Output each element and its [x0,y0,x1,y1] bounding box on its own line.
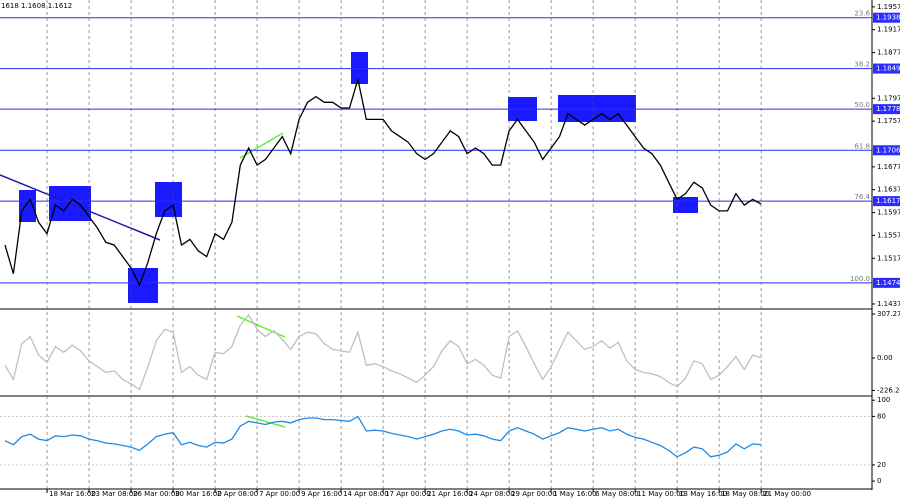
series-line [4,415,762,458]
y-tick-label: 1.1517 [877,254,900,262]
x-tick-label: 21 May 00:00 [763,490,811,498]
level-tag [873,104,900,115]
x-tick-label: 14 Apr 08:00 [343,490,389,498]
y-tick-label: 1.1557 [877,231,900,239]
divergence-line [239,132,284,159]
y-tick-label: 1.1677 [877,163,900,171]
level-price: 1.1474 [876,279,900,287]
x-tick-label: 6 May 08:00 [595,490,639,498]
zone-box [19,190,36,222]
y-tick-label: 0 [877,477,881,485]
x-tick-label: 1 May 16:00 [553,490,597,498]
y-tick-label: 1.1877 [877,49,900,57]
x-tick-label: 21 Apr 16:00 [427,490,473,498]
level-tag [873,277,900,288]
level-tag [873,12,900,23]
fib-label: 61.8 [854,142,870,150]
fib-label: 38.2 [854,61,870,69]
level-price: 1.1849 [876,65,900,73]
zone-box [351,52,368,84]
x-tick-label: 17 Apr 00:00 [385,490,431,498]
zone-box [128,268,158,303]
y-tick-label: 307.2712 [877,310,900,318]
level-price: 1.1938 [876,14,900,22]
series-line [4,313,762,391]
level-tag [873,145,900,156]
y-tick-label: 1.1797 [877,94,900,102]
level-price: 1.1778 [876,105,900,113]
level-price: 1.1706 [876,146,900,154]
x-tick-label: 29 Apr 00:00 [511,490,557,498]
divergence-line [245,415,286,428]
y-tick-label: 1.1757 [877,117,900,125]
y-tick-label: 20 [877,461,886,469]
x-tick-label: 24 Apr 08:00 [469,490,515,498]
x-tick-label: 18 May 08:00 [721,490,769,498]
level-tag [873,196,900,207]
x-tick-label: 11 May 00:00 [637,490,685,498]
x-tick-label: 23 Mar 08:00 [91,490,138,498]
x-tick-label: 30 Mar 16:00 [175,490,222,498]
level-tag [873,63,900,74]
y-tick-label: -226.256 [877,386,900,394]
zone-box [558,95,636,122]
fib-label: 76.4 [854,193,870,201]
y-tick-label: 100 [877,396,890,404]
y-tick-label: 1.1917 [877,26,900,34]
y-tick-label: 1.1637 [877,186,900,194]
series-line [4,79,762,287]
x-tick-label: 13 May 16:00 [679,490,727,498]
y-tick-label: 1.1957 [877,3,900,11]
zone-box [155,182,182,217]
fib-label: 50.0 [854,101,870,109]
x-tick-label: 2 Apr 08:00 [217,490,258,498]
fib-label: 23.6 [854,10,870,18]
y-tick-label: 80 [877,412,886,420]
trend-line [0,174,161,241]
y-tick-label: 1.1437 [877,300,900,308]
level-price: 1.1617 [876,197,900,205]
y-tick-label: 1.1597 [877,209,900,217]
fib-label: 100.0 [850,275,870,283]
y-tick-label: 0.00 [877,354,893,362]
ohlc-header: 1618 1.1608 1.1612 [1,2,72,10]
x-tick-label: 9 Apr 16:00 [301,490,342,498]
x-tick-label: 18 Mar 16:00 [49,490,96,498]
x-tick-label: 26 Mar 00:00 [133,490,180,498]
x-tick-label: 7 Apr 00:00 [259,490,300,498]
